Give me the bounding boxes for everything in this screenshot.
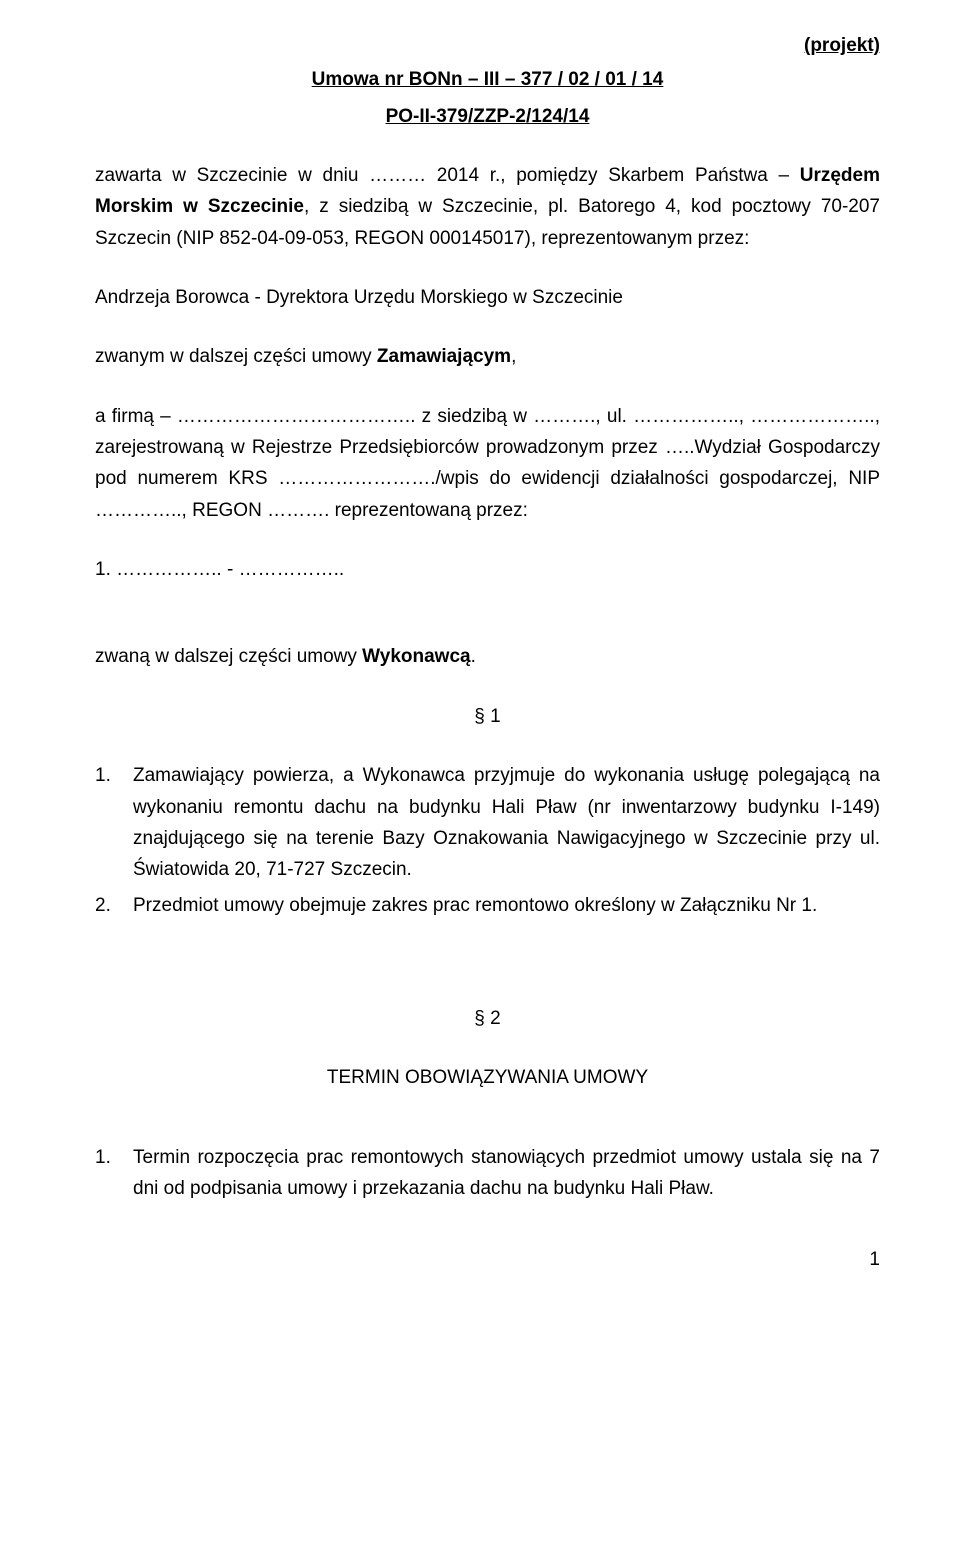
p6-text-1: zwaną w dalszej części umowy bbox=[95, 646, 362, 667]
section-1-item-2: 2. Przedmiot umowy obejmuje zakres prac … bbox=[95, 890, 880, 921]
list-number: 1. bbox=[95, 1142, 133, 1205]
p6-text-2: . bbox=[471, 646, 476, 667]
section-2-title: TERMIN OBOWIĄZYWANIA UMOWY bbox=[95, 1062, 880, 1093]
list-content: Zamawiający powierza, a Wykonawca przyjm… bbox=[133, 760, 880, 885]
list-content: Termin rozpoczęcia prac remontowych stan… bbox=[133, 1142, 880, 1205]
paragraph-rep-list: 1. …………….. - …………….. bbox=[95, 554, 880, 585]
section-2-item-1: 1. Termin rozpoczęcia prac remontowych s… bbox=[95, 1142, 880, 1205]
title-line-1: Umowa nr BONn – III – 377 / 02 / 01 / 14 bbox=[95, 64, 880, 95]
section-1-number: § 1 bbox=[95, 701, 880, 732]
list-content: Przedmiot umowy obejmuje zakres prac rem… bbox=[133, 890, 880, 921]
list-number: 1. bbox=[95, 760, 133, 885]
paragraph-firma: a firmą – ……………………………….. z siedzibą w ……… bbox=[95, 401, 880, 526]
p3-bold: Zamawiającym bbox=[377, 346, 511, 367]
paragraph-zamawiajacy: zwanym w dalszej części umowy Zamawiając… bbox=[95, 341, 880, 372]
paragraph-intro: zawarta w Szczecinie w dniu ……… 2014 r.,… bbox=[95, 160, 880, 254]
title-line-2: PO-II-379/ZZP-2/124/14 bbox=[95, 101, 880, 132]
list-number: 2. bbox=[95, 890, 133, 921]
paragraph-wykonawca: zwaną w dalszej części umowy Wykonawcą. bbox=[95, 641, 880, 672]
p3-text-1: zwanym w dalszej części umowy bbox=[95, 346, 377, 367]
page-number: 1 bbox=[95, 1244, 880, 1275]
section-2-number: § 2 bbox=[95, 1003, 880, 1034]
p1-text-1: zawarta w Szczecinie w dniu ……… 2014 r.,… bbox=[95, 165, 800, 186]
p3-text-2: , bbox=[511, 346, 516, 367]
p6-bold: Wykonawcą bbox=[362, 646, 470, 667]
paragraph-representative: Andrzeja Borowca - Dyrektora Urzędu Mors… bbox=[95, 282, 880, 313]
document-header: Umowa nr BONn – III – 377 / 02 / 01 / 14… bbox=[95, 64, 880, 132]
section-1-item-1: 1. Zamawiający powierza, a Wykonawca prz… bbox=[95, 760, 880, 885]
draft-label: (projekt) bbox=[95, 30, 880, 61]
